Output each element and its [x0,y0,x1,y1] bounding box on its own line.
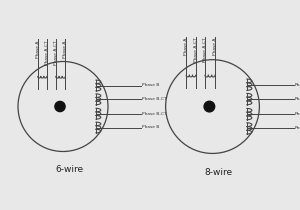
Text: Phase B: Phase B [142,84,160,88]
Circle shape [204,101,215,112]
Text: Phase A-CT: Phase A-CT [203,38,207,62]
Text: Phase: Phase [295,83,300,87]
Text: Phase A-CT: Phase A-CT [45,41,49,65]
Text: 8-wire: 8-wire [205,168,233,177]
Text: Phase A: Phase A [36,41,40,58]
Text: Phase A: Phase A [63,41,68,58]
Text: Phase B: Phase B [142,126,160,130]
Text: Phase A: Phase A [213,38,217,55]
Text: Phase A-CT: Phase A-CT [54,41,58,65]
Text: Phase: Phase [295,126,300,130]
Circle shape [55,101,65,112]
Text: Phase: Phase [295,97,300,101]
Text: Phase B-CT: Phase B-CT [142,112,167,116]
Text: 6-wire: 6-wire [55,165,83,174]
Text: Phase A: Phase A [184,38,188,55]
Text: Phase: Phase [295,112,300,116]
Text: Phase A-CT: Phase A-CT [194,38,198,62]
Text: Phase B-CT: Phase B-CT [142,97,167,101]
